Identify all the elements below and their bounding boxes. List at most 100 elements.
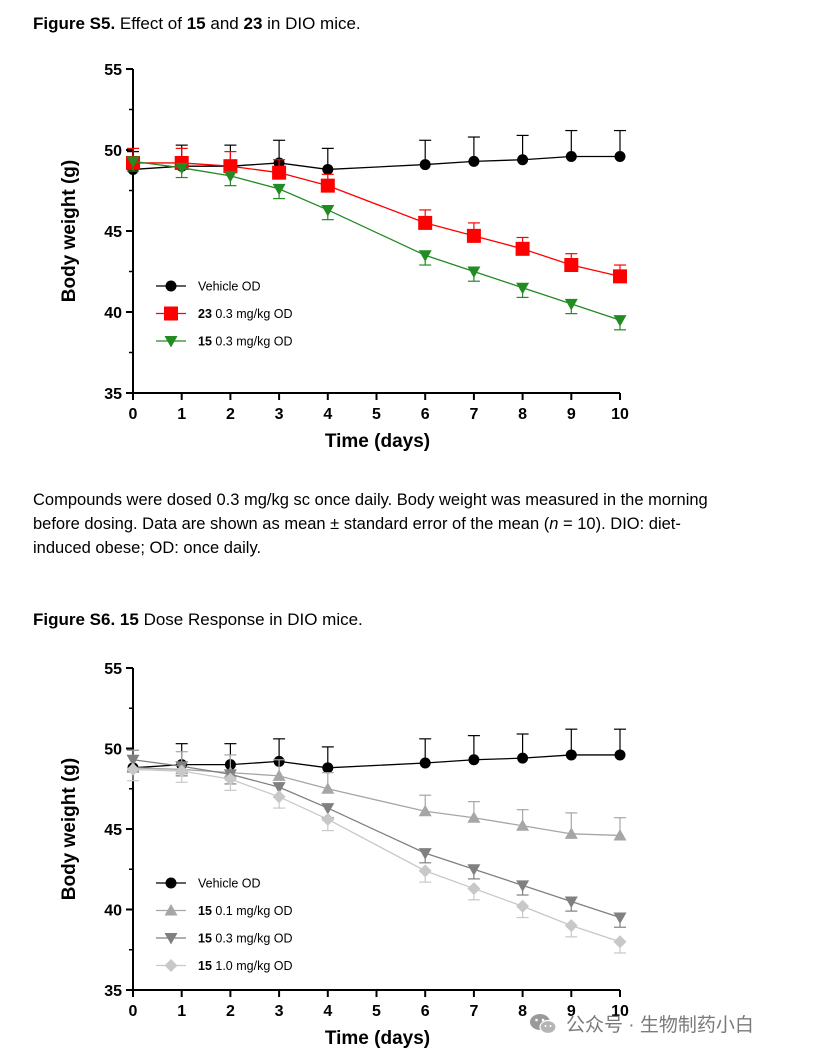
chart1-legend-item-2: 23 0.3 mg/kg OD [156,306,293,321]
chart2-legend-marker [165,877,177,889]
chart1-series-3 [126,156,627,331]
chart2-data-point [516,819,530,831]
chart1-data-point [223,170,237,183]
chart1-data-point [272,183,286,196]
chart2-legend-label-text: 0.1 mg/kg OD [212,904,293,918]
chart2-legend-item-2: 15 0.1 mg/kg OD [156,904,293,918]
chart1-data-point [564,258,579,273]
chart1-data-point [272,165,287,180]
chart2-legend-label-compound: 15 [198,904,212,918]
chart1-x-tick-label: 3 [275,406,284,423]
chart2-y-tick-label: 50 [104,742,122,759]
chart1-legend-label-compound: 23 [198,307,212,321]
chart2-y-tick-label: 40 [104,903,122,920]
chart2-data-point [613,912,627,925]
chart2-x-tick-label: 3 [275,1003,284,1020]
chart1-legend-label-compound: 15 [198,335,212,349]
chart2-x-tick-label: 6 [421,1003,430,1020]
chart2-data-point [564,827,578,839]
chart1-y-tick-label: 40 [104,305,122,322]
chart1-data-point [614,150,626,162]
chart2-y-axis-label: Body weight (g) [59,758,80,900]
wechat-icon [530,1013,557,1034]
chart2-legend-marker [164,904,178,916]
chart2-data-point [419,757,431,769]
chart2-data-point [418,848,432,860]
watermark: 公众号 · 生物制药小白 [528,1010,754,1037]
chart1-legend-marker [164,306,178,321]
chart1-series-line [133,162,621,277]
chart2-data-point [272,790,286,804]
chart1-x-tick-label: 4 [323,406,332,423]
chart2-legend-marker [164,933,178,945]
chart2-legend-label: 15 0.3 mg/kg OD [198,932,293,946]
chart1-data-point [516,282,530,295]
chart1-data-point [418,215,433,230]
chart2-x-tick-label: 7 [469,1003,478,1020]
watermark-text: 公众号 · 生物制药小白 [566,1015,754,1036]
caption-line-2a: before dosing. Data are shown as mean ± … [33,515,550,533]
chart2-series-1 [127,728,626,774]
chart2-data-point [613,935,627,949]
chart1-data-point [515,241,530,256]
chart1-x-tick-label: 1 [177,406,186,423]
chart2-data-point [223,772,237,786]
chart2-data-point [321,782,335,794]
chart1-data-point [321,204,335,217]
chart1-series-line [132,155,620,171]
chart1-data-point [320,178,335,193]
figure-s5-label: Figure S5. [33,14,116,33]
chart2-series-line [132,768,621,943]
chart1-data-point [564,298,578,311]
caption-line-2: before dosing. Data are shown as mean ± … [33,512,820,536]
chart1-x-tick-label: 2 [226,406,235,423]
chart2-x-tick-label: 4 [323,1003,332,1020]
chart1-data-point [466,228,481,243]
chart1-data-point [468,155,480,167]
figure-s6-title: Figure S6. 15 Dose Response in DIO mice. [33,610,363,630]
chart2-data-point [467,882,481,896]
chart1-legend-marker [164,336,178,348]
caption-line-1: Compounds were dosed 0.3 mg/kg sc once d… [33,491,708,509]
chart1-y-tick-label: 45 [104,224,122,241]
chart1-x-tick-label: 9 [567,406,576,423]
chart1-y-tick-label: 50 [104,143,122,160]
chart1-data-point [126,156,140,168]
chart2-series-4 [126,762,627,954]
chart2-data-point [614,749,626,761]
chart1-x-tick-label: 8 [518,406,527,423]
chart2-data-point [418,804,432,817]
figure-s6-label: Figure S6. [33,610,116,629]
chart1-data-point [565,150,577,162]
chart2-data-point [321,812,335,826]
chart2-x-tick-label: 2 [226,1003,235,1020]
chart1-series-2 [126,147,627,284]
chart2-data-point [516,899,530,913]
chart2-data-point [517,752,529,764]
chart2-data-point [272,769,286,781]
figure-s6-text: Dose Response in DIO mice. [143,610,363,629]
chart2-legend-label-text: 1.0 mg/kg OD [212,959,293,973]
chart1-data-point [613,315,627,327]
chart1-data-point [418,250,432,262]
chart1-x-tick-label: 0 [129,406,138,423]
chart2-legend-item-1: Vehicle OD [156,877,261,891]
figure-s5-text-c: in DIO mice. [267,14,361,33]
chart1-data-point [322,163,334,175]
chart1-legend-label-text: 0.3 mg/kg OD [212,307,293,321]
chart2-legend-label-compound: 15 [198,932,212,946]
chart2-data-point [126,754,140,767]
chart2-data-point [564,919,578,933]
chart1-data-point [175,162,189,175]
chart2-data-point [516,880,530,892]
chart2-data-point [272,782,286,794]
figure-s5-compound-b: 23 [243,14,263,33]
chart1-legend-label: 15 0.3 mg/kg OD [198,335,293,349]
chart1-x-axis-label: Time (days) [325,431,430,452]
chart2-x-tick-label: 5 [372,1003,381,1020]
chart1-legend-marker [165,280,177,292]
chart2-x-tick-label: 0 [129,1003,138,1020]
chart2-legend-item-4: 15 1.0 mg/kg OD [156,959,293,973]
chart2-series-line [132,754,620,769]
